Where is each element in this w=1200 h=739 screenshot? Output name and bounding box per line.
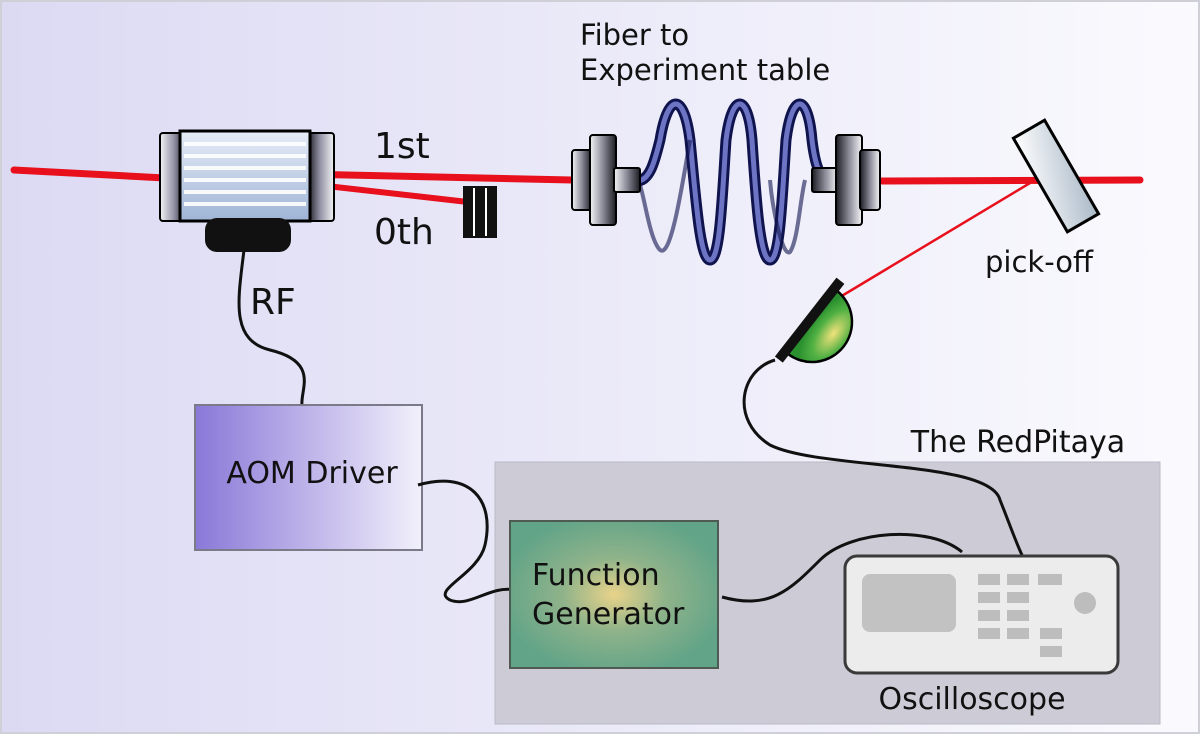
mirror-icon — [1011, 118, 1101, 234]
redpitaya-label: The RedPitaya — [910, 425, 1125, 460]
zeroth-order-label: 0th — [374, 212, 434, 253]
aom-driver-box — [194, 404, 423, 551]
aom-driver-label: AOM Driver — [226, 456, 398, 491]
fiber-label-line1: Fiber to — [580, 18, 689, 52]
rf-label: RF — [250, 282, 296, 323]
fiber-core — [635, 101, 831, 263]
fiber-coupler-icon — [811, 134, 881, 226]
fiber-coupler-icon — [571, 134, 641, 226]
oscilloscope-icon — [843, 554, 1120, 675]
rf-cable — [237, 249, 306, 406]
function-generator-cable — [721, 532, 963, 603]
first-order-label: 1st — [374, 126, 430, 167]
photodiode-cable — [742, 358, 1024, 556]
output-beam — [871, 176, 1144, 185]
first-order-beam — [296, 170, 576, 184]
pickoff-beam — [813, 178, 1037, 314]
function-generator-label-line1: Function — [532, 558, 660, 593]
laser-beams — [10, 166, 1144, 314]
function-generator-label-line2: Generator — [532, 597, 685, 632]
acousto-optic-modulator-icon — [159, 129, 335, 252]
driver-cable — [417, 479, 516, 604]
photodiode-icon — [774, 277, 854, 364]
fiber-label-line2: Experiment table — [580, 53, 830, 87]
function-generator-box — [509, 520, 719, 669]
oscilloscope-label: Oscilloscope — [878, 682, 1065, 717]
input-beam — [10, 166, 169, 182]
pickoff-label: pick-off — [985, 245, 1094, 279]
beam-dump-icon — [463, 186, 497, 238]
